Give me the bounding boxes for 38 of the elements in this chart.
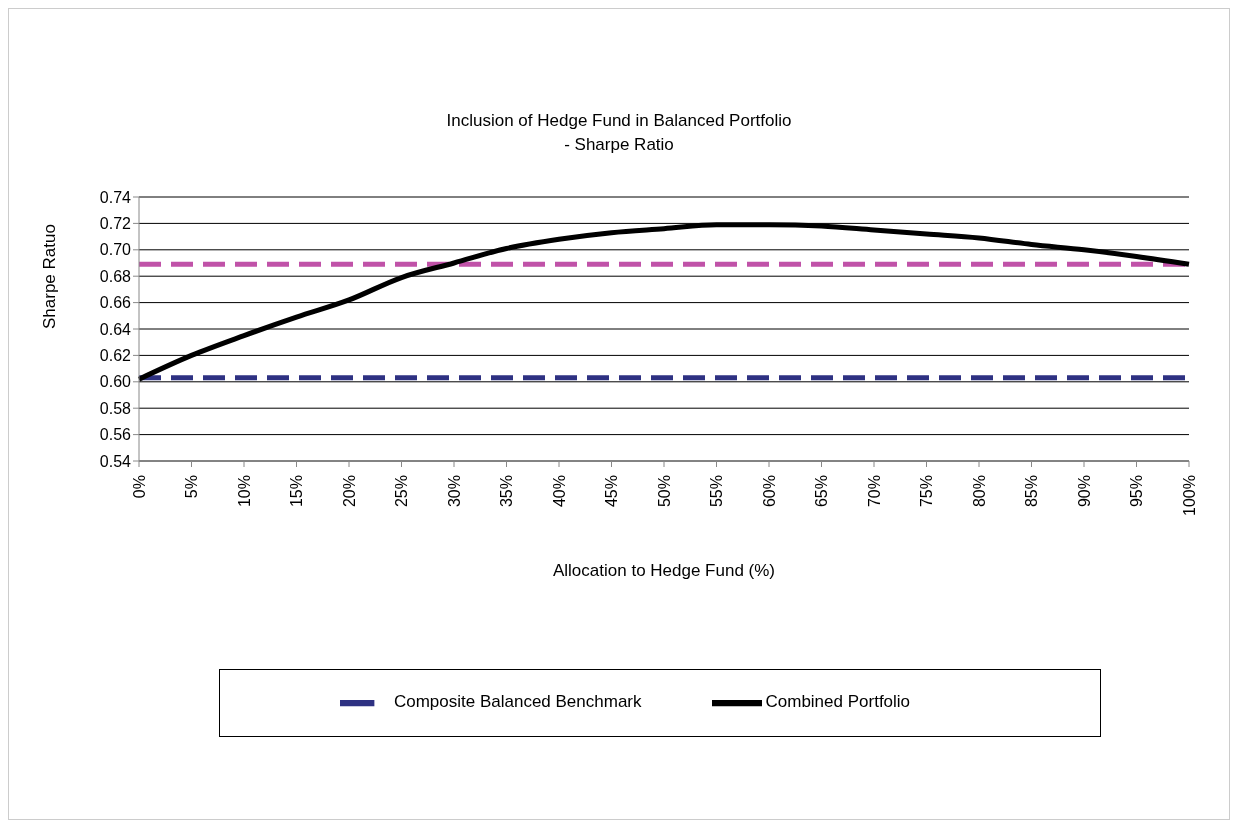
y-tick-label: 0.58 <box>99 399 132 417</box>
x-tick-label: 25% <box>393 475 410 508</box>
x-tick-label: 85% <box>1023 475 1040 508</box>
x-tick-label: 0% <box>130 475 148 499</box>
y-tick-label: 0.68 <box>99 267 132 285</box>
x-tick-label: 45% <box>603 475 620 508</box>
x-tick-label: 80% <box>970 475 988 508</box>
x-tick-label: 95% <box>1128 475 1145 508</box>
x-tick-label: 100% <box>1180 475 1198 516</box>
y-tick-label: 0.54 <box>99 452 132 470</box>
y-tick-label: 0.64 <box>99 320 132 338</box>
y-tick-label: 0.56 <box>99 426 132 444</box>
x-tick-label: 40% <box>550 475 568 508</box>
y-axis-title: Sharpe Ratuo <box>40 224 60 329</box>
y-tick-label: 0.70 <box>99 241 132 259</box>
y-tick-label: 0.66 <box>99 294 132 312</box>
x-tick-label: 5% <box>183 475 200 499</box>
y-tick-label: 0.72 <box>99 215 132 233</box>
legend-label: Combined Portfolio <box>765 692 911 712</box>
chart-subtitle: - Sharpe Ratio <box>563 134 675 156</box>
x-tick-label: 70% <box>865 475 883 508</box>
x-tick-label: 30% <box>445 475 463 508</box>
y-tick-label: 0.74 <box>99 188 132 206</box>
x-tick-label: 60% <box>760 475 778 508</box>
y-tick-label: 0.62 <box>99 347 132 365</box>
x-tick-label: 35% <box>498 475 515 508</box>
x-tick-label: 20% <box>340 475 358 508</box>
legend-label: Composite Balanced Benchmark <box>393 692 642 712</box>
y-tick-label: 0.60 <box>99 373 132 391</box>
x-axis-title: Allocation to Hedge Fund (%) <box>552 561 776 580</box>
x-tick-label: 10% <box>235 475 253 508</box>
x-tick-label: 90% <box>1075 475 1093 508</box>
x-tick-label: 65% <box>813 475 830 508</box>
x-tick-label: 15% <box>288 475 305 508</box>
x-tick-label: 50% <box>655 475 673 508</box>
chart-title: Inclusion of Hedge Fund in Balanced Portfolio <box>445 110 793 132</box>
x-tick-label: 55% <box>708 475 725 508</box>
x-tick-label: 75% <box>918 475 935 508</box>
